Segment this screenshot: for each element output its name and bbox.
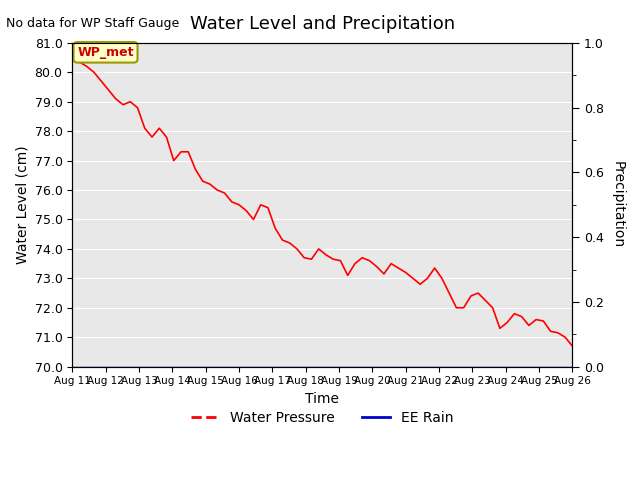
Y-axis label: Water Level (cm): Water Level (cm) [15,145,29,264]
Legend: Water Pressure, EE Rain: Water Pressure, EE Rain [186,406,460,431]
Y-axis label: Precipitation: Precipitation [611,161,625,248]
Text: No data for WP Staff Gauge: No data for WP Staff Gauge [6,17,180,30]
Title: Water Level and Precipitation: Water Level and Precipitation [189,15,455,33]
X-axis label: Time: Time [305,392,339,406]
Text: WP_met: WP_met [77,46,134,59]
